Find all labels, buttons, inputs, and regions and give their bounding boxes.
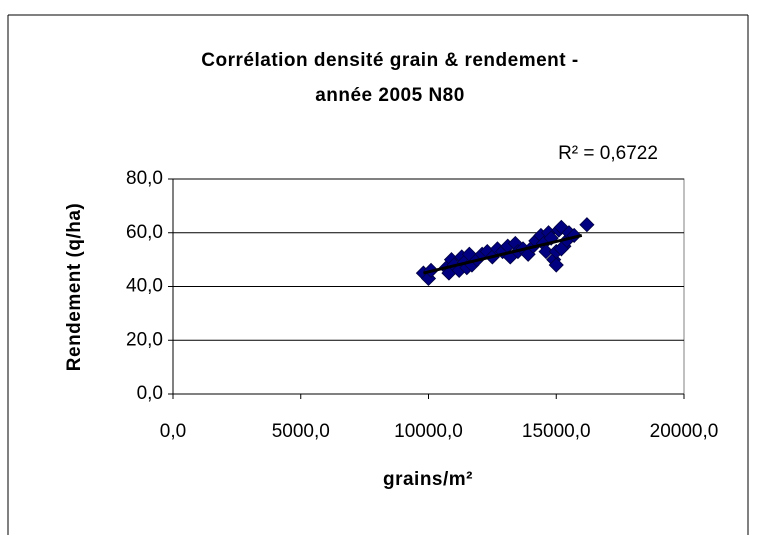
chart-title: Corrélation densité grain & rendement - [201, 50, 578, 71]
chart-title: année 2005 N80 [315, 85, 465, 106]
y-axis-title: Rendement (q/ha) [64, 203, 85, 371]
point [548, 257, 564, 273]
y-tick-label: 60,0 [126, 222, 163, 243]
annotation: R² = 0,6722 [558, 143, 658, 164]
y-tick-label: 20,0 [126, 329, 163, 350]
trendline [423, 233, 583, 275]
x-axis-title: grains/m² [383, 469, 473, 490]
y-tick-label: 80,0 [126, 168, 163, 189]
x-tick-label: 10000,0 [394, 421, 463, 442]
x-tick-label: 20000,0 [650, 421, 719, 442]
x-tick-label: 15000,0 [522, 421, 591, 442]
y-tick-label: 40,0 [126, 276, 163, 297]
x-tick-label: 0,0 [160, 421, 186, 442]
y-tick-label: 0,0 [137, 383, 163, 404]
point [553, 241, 569, 257]
point [538, 243, 554, 260]
x-tick-label: 5000,0 [272, 421, 330, 442]
point [566, 227, 582, 244]
point [579, 217, 595, 233]
